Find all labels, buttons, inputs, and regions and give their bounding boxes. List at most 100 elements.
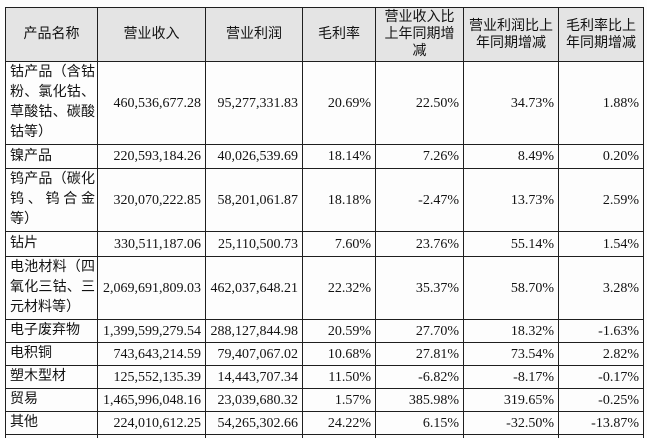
cell-margin: 10.68% xyxy=(302,342,376,366)
cell-product-name: 合计 xyxy=(5,434,98,438)
cell-profit: 25,110,500.73 xyxy=(205,231,303,257)
cell-profit: 288,127,844.98 xyxy=(205,319,303,343)
header-row: 产品名称 营业收入 营业利润 毛利率 营业收入比上年同期增减 营业利润比上年同期… xyxy=(5,7,644,62)
table-row: 镍产品 220,593,184.26 40,026,539.69 18.14% … xyxy=(5,144,644,169)
cell-revenue: 460,536,677.28 xyxy=(97,61,206,145)
cell-revenue-yoy: -2.47% xyxy=(375,168,464,232)
cell-profit-yoy: 73.54% xyxy=(463,342,559,366)
cell-product-name: 镍产品 xyxy=(5,144,98,169)
cell-profit-yoy: 13.73% xyxy=(463,168,559,232)
column-header-margin-yoy: 毛利率比上年同期增减 xyxy=(558,7,644,62)
table-row: 电积铜 743,643,214.59 79,407,067.02 10.68% … xyxy=(5,342,644,366)
column-header-revenue-yoy: 营业收入比上年同期增减 xyxy=(375,7,464,62)
cell-profit-yoy: 8.49% xyxy=(463,144,559,169)
cell-revenue: 1,465,996,048.16 xyxy=(97,388,206,412)
cell-margin-yoy: 3.28% xyxy=(558,256,644,320)
cell-margin-yoy: 1.54% xyxy=(558,231,644,257)
table-row: 钨产品（碳化钨、钨合金等） 320,070,222.85 58,201,061.… xyxy=(5,168,644,232)
cell-product-name: 电积铜 xyxy=(5,342,98,366)
cell-profit-yoy: 58.70% xyxy=(463,256,559,320)
cell-revenue: 220,593,184.26 xyxy=(97,144,206,169)
cell-margin: 22.32% xyxy=(302,256,376,320)
column-header-profit: 营业利润 xyxy=(205,7,303,62)
cell-margin: 15.49% xyxy=(302,434,376,438)
cell-product-name: 钴产品（含钴粉、氯化钴、草酸钴、碳酸钴等） xyxy=(5,61,98,145)
cell-margin: 11.50% xyxy=(302,365,376,389)
cell-profit: 40,026,539.69 xyxy=(205,144,303,169)
cell-profit-yoy: -8.17% xyxy=(463,365,559,389)
cell-product-name: 其他 xyxy=(5,411,98,435)
cell-revenue: 320,070,222.85 xyxy=(97,168,206,232)
cell-margin-yoy: 2.59% xyxy=(558,168,644,232)
cell-revenue: 2,069,691,809.03 xyxy=(97,256,206,320)
cell-revenue-yoy: 27.81% xyxy=(375,342,464,366)
table-row: 塑木型材 125,552,135.39 14,443,707.34 11.50%… xyxy=(5,365,644,389)
cell-profit-yoy: 319.65% xyxy=(463,388,559,412)
cell-margin-yoy: -0.17% xyxy=(558,365,644,389)
column-header-product-name: 产品名称 xyxy=(5,7,98,62)
cell-revenue-yoy: 27.70% xyxy=(375,319,464,343)
table-header: 产品名称 营业收入 营业利润 毛利率 营业收入比上年同期增减 营业利润比上年同期… xyxy=(5,7,644,62)
table-row: 其他 224,010,612.25 54,265,302.66 24.22% 6… xyxy=(5,411,644,435)
cell-profit-yoy: 34.73% xyxy=(463,61,559,145)
cell-revenue: 7,360,204,370.40 xyxy=(97,434,206,438)
cell-profit: 462,037,648.21 xyxy=(205,256,303,320)
cell-margin: 20.69% xyxy=(302,61,376,145)
cell-profit: 14,443,707.34 xyxy=(205,365,303,389)
table-row: 钴产品（含钴粉、氯化钴、草酸钴、碳酸钴等） 460,536,677.28 95,… xyxy=(5,61,644,145)
cell-profit: 58,201,061.87 xyxy=(205,168,303,232)
cell-profit-yoy: 18.32% xyxy=(463,319,559,343)
cell-revenue-yoy: 7.26% xyxy=(375,144,464,169)
cell-product-name: 电子废弃物 xyxy=(5,319,98,343)
cell-revenue-yoy: 23.76% xyxy=(375,231,464,257)
column-header-revenue: 营业收入 xyxy=(97,7,206,62)
cell-margin: 18.14% xyxy=(302,144,376,169)
cell-profit: 23,039,680.32 xyxy=(205,388,303,412)
cell-profit: 79,407,067.02 xyxy=(205,342,303,366)
table-row: 贸易 1,465,996,048.16 23,039,680.32 1.57% … xyxy=(5,388,644,412)
cell-profit: 1,139,936,684.65 xyxy=(205,434,303,438)
cell-revenue-yoy: 22.50% xyxy=(375,61,464,145)
cell-revenue: 224,010,612.25 xyxy=(97,411,206,435)
cell-margin: 1.57% xyxy=(302,388,376,412)
cell-revenue-yoy: 6.15% xyxy=(375,411,464,435)
cell-profit-yoy: 55.14% xyxy=(463,231,559,257)
cell-product-name: 钻片 xyxy=(5,231,98,257)
cell-margin-yoy: -1.55% xyxy=(558,434,644,438)
cell-product-name: 钨产品（碳化钨、钨合金等） xyxy=(5,168,98,232)
table-row: 电池材料（四氧化三钴、三元材料等） 2,069,691,809.03 462,0… xyxy=(5,256,644,320)
cell-margin: 24.22% xyxy=(302,411,376,435)
cell-revenue-yoy: 46.30% xyxy=(375,434,464,438)
cell-revenue-yoy: 35.37% xyxy=(375,256,464,320)
cell-product-name: 贸易 xyxy=(5,388,98,412)
cell-profit-yoy: 33.01% xyxy=(463,434,559,438)
cell-margin-yoy: -13.87% xyxy=(558,411,644,435)
cell-revenue: 743,643,214.59 xyxy=(97,342,206,366)
cell-revenue: 1,399,599,279.54 xyxy=(97,319,206,343)
cell-revenue: 125,552,135.39 xyxy=(97,365,206,389)
cell-margin-yoy: -1.63% xyxy=(558,319,644,343)
cell-margin-yoy: 2.82% xyxy=(558,342,644,366)
cell-revenue-yoy: -6.82% xyxy=(375,365,464,389)
cell-margin: 20.59% xyxy=(302,319,376,343)
cell-profit: 95,277,331.83 xyxy=(205,61,303,145)
cell-margin-yoy: 1.88% xyxy=(558,61,644,145)
table-row-total: 合计 7,360,204,370.40 1,139,936,684.65 15.… xyxy=(5,434,644,438)
cell-margin-yoy: -0.25% xyxy=(558,388,644,412)
cell-profit: 54,265,302.66 xyxy=(205,411,303,435)
cell-product-name: 塑木型材 xyxy=(5,365,98,389)
cell-margin: 7.60% xyxy=(302,231,376,257)
cell-margin-yoy: 0.20% xyxy=(558,144,644,169)
cell-revenue-yoy: 385.98% xyxy=(375,388,464,412)
cell-margin: 18.18% xyxy=(302,168,376,232)
segment-results-table: 产品名称 营业收入 营业利润 毛利率 营业收入比上年同期增减 营业利润比上年同期… xyxy=(5,7,644,438)
cell-product-name: 电池材料（四氧化三钴、三元材料等） xyxy=(5,256,98,320)
cell-profit-yoy: -32.50% xyxy=(463,411,559,435)
table-body: 钴产品（含钴粉、氯化钴、草酸钴、碳酸钴等） 460,536,677.28 95,… xyxy=(5,61,644,438)
table-row: 钻片 330,511,187.06 25,110,500.73 7.60% 23… xyxy=(5,231,644,257)
column-header-profit-yoy: 营业利润比上年同期增减 xyxy=(463,7,559,62)
cell-revenue: 330,511,187.06 xyxy=(97,231,206,257)
column-header-margin: 毛利率 xyxy=(302,7,376,62)
table-row: 电子废弃物 1,399,599,279.54 288,127,844.98 20… xyxy=(5,319,644,343)
